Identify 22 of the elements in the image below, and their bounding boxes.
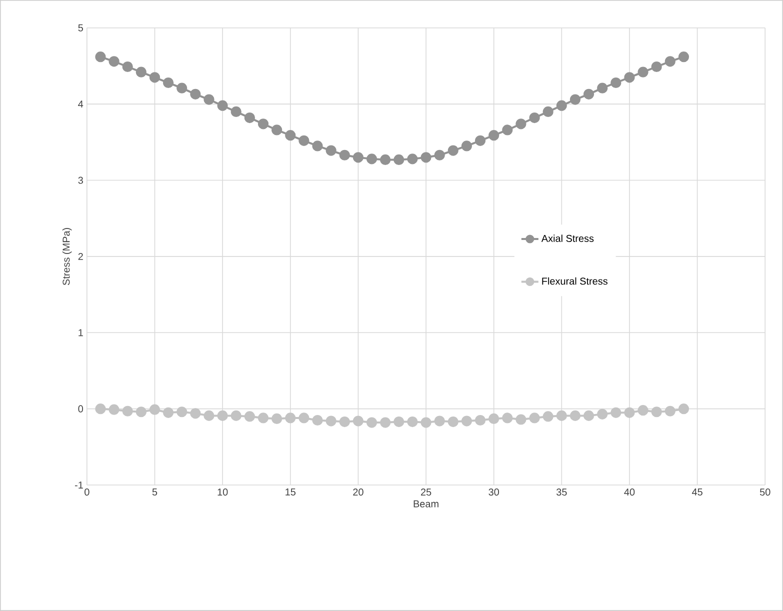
x-tick-label: 30	[488, 488, 499, 496]
y-tick-label: 4	[78, 100, 84, 108]
y-axis-title: Stress (MPa)	[62, 228, 72, 286]
y-tick-label: 1	[78, 329, 83, 336]
x-axis-title: Beam	[414, 500, 438, 508]
legend-label: Axial Stress	[541, 234, 594, 242]
y-tick-label: 3	[78, 176, 83, 184]
x-tick-label: 40	[624, 488, 635, 496]
y-tick-label: 5	[78, 24, 83, 32]
legend-label: Flexural Stress	[542, 277, 608, 285]
x-tick-label: 15	[286, 488, 296, 496]
y-tick-label: 2	[78, 252, 83, 260]
x-tick-label: 20	[353, 488, 364, 496]
x-tick-label: 25	[420, 488, 432, 496]
x-tick-label: 10	[218, 488, 228, 496]
y-tick-label: 0	[78, 405, 84, 412]
x-tick-label: 50	[760, 488, 770, 496]
y-tick-label: -1	[74, 482, 83, 488]
x-tick-label: 0	[84, 488, 90, 496]
x-tick-label: 5	[152, 488, 158, 496]
x-tick-label: 45	[692, 488, 702, 496]
x-tick-label: 35	[556, 488, 567, 496]
